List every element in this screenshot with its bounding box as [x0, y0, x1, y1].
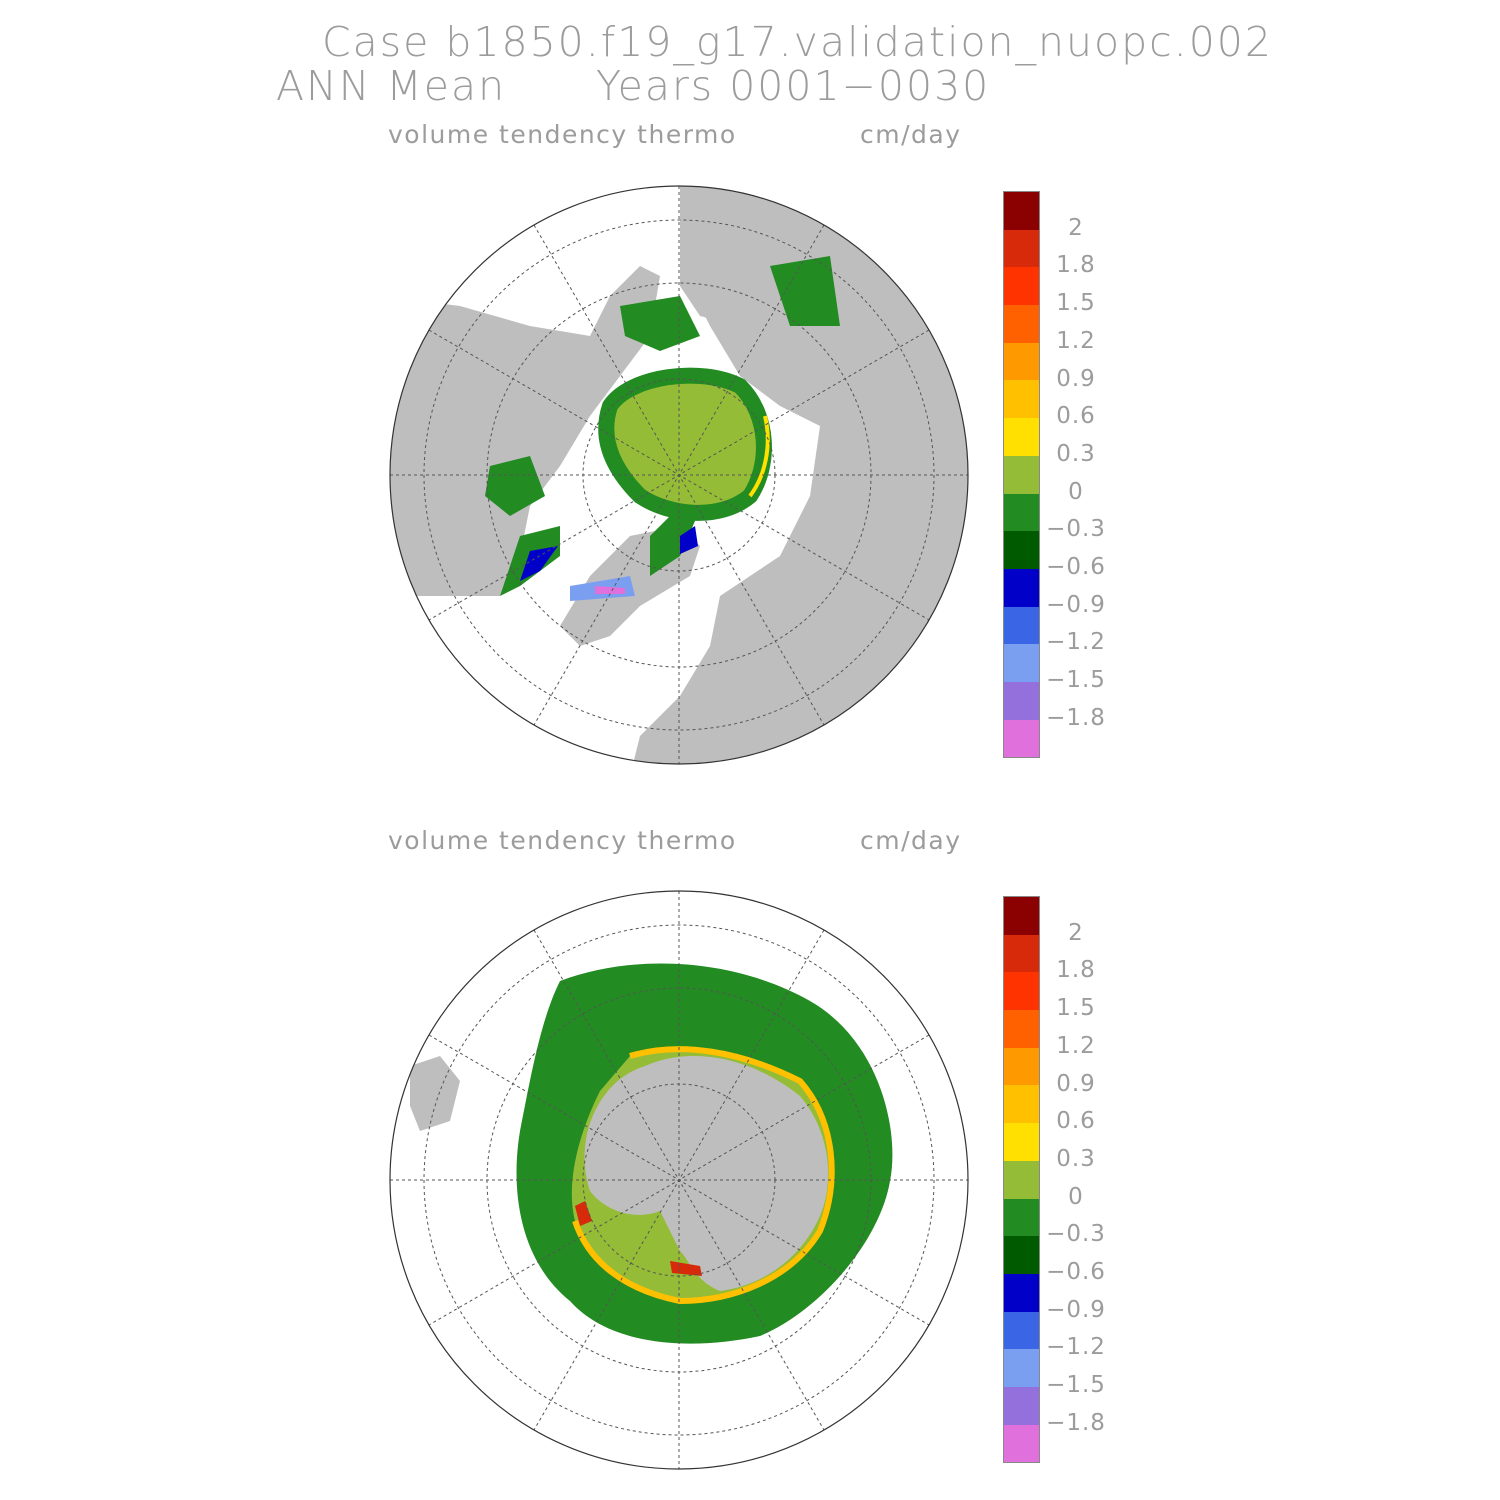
bering-ice: [620, 296, 700, 351]
colorbar-tick-label: 2: [1068, 919, 1084, 946]
colorbar-tick-label: 0: [1068, 478, 1084, 505]
colorbar-tick-label: −1.8: [1046, 704, 1106, 731]
colorbar-tick-label: 0.3: [1056, 440, 1096, 467]
ice-edge-yellow: [748, 415, 770, 498]
colorbar-swatch: [1004, 606, 1039, 645]
antarctica-land: [584, 1056, 829, 1291]
colorbar-swatch: [1004, 531, 1039, 569]
colorbar-tick-label: −1.2: [1046, 629, 1106, 656]
antarctic-variable-label: volume tendency thermo: [388, 826, 737, 855]
greenland-sea-ice: [650, 506, 695, 576]
colorbar-tick-label: 1.5: [1056, 290, 1096, 317]
colorbar-swatch: [1004, 455, 1039, 494]
colorbar-tick-label: 1.2: [1056, 1032, 1096, 1059]
arctic-units-label: cm/day: [860, 120, 962, 149]
colorbar-tick-label: 0: [1068, 1183, 1084, 1210]
colorbar-swatch: [1004, 342, 1039, 381]
colorbar-swatch: [1004, 1236, 1039, 1274]
colorbar-swatch: [1004, 681, 1039, 720]
colorbar-swatch: [1004, 418, 1039, 456]
colorbar-tick-label: 1.8: [1056, 252, 1096, 279]
ice-edge-ring: [572, 1046, 835, 1305]
colorbar-tick-label: −1.5: [1046, 667, 1106, 694]
colorbar-swatch: [1004, 1273, 1039, 1312]
colorbar-swatch: [1004, 1010, 1039, 1048]
barents-blue: [680, 526, 698, 554]
colorbar-swatch: [1004, 1047, 1039, 1086]
meridians: [390, 891, 968, 1469]
south-america-tip: [410, 1056, 460, 1131]
arctic-polar-map: [389, 185, 969, 765]
colorbar-swatch: [1004, 1085, 1039, 1124]
colorbar-tick-label: −0.9: [1046, 591, 1106, 618]
case-title: Case b1850.f19_g17.validation_nuopc.002: [322, 18, 1273, 66]
arctic-colorbar: [1003, 191, 1040, 759]
period-title: ANN Mean: [276, 62, 507, 110]
colorbar-swatch: [1004, 1198, 1039, 1237]
colorbar-swatch: [1004, 719, 1039, 758]
colorbar-swatch: [1004, 1386, 1039, 1425]
colorbar-tick-label: 2: [1068, 214, 1084, 241]
weddell-red: [670, 1261, 702, 1276]
colorbar-tick-label: −1.8: [1046, 1409, 1106, 1436]
colorbar-tick-label: 1.8: [1056, 957, 1096, 984]
colorbar-swatch: [1004, 1123, 1039, 1161]
colorbar-tick-label: −0.6: [1046, 1259, 1106, 1285]
east-greenland-pink: [595, 586, 625, 594]
arctic-variable-label: volume tendency thermo: [388, 120, 737, 149]
colorbar-tick-label: 1.2: [1056, 327, 1096, 354]
antarctic-polar-map: [389, 890, 969, 1470]
years-title: Years 0001−0030: [596, 62, 991, 110]
colorbar-swatch: [1004, 934, 1039, 973]
colorbar-tick-label: 0.6: [1056, 1108, 1096, 1135]
colorbar-swatch: [1004, 1349, 1039, 1387]
colorbar-swatch: [1004, 267, 1039, 306]
colorbar-swatch: [1004, 897, 1039, 935]
labrador-blue: [520, 546, 558, 581]
colorbar-swatch: [1004, 972, 1039, 1011]
colorbar-tick-label: −0.6: [1046, 554, 1106, 580]
colorbar-swatch: [1004, 493, 1039, 532]
colorbar-tick-label: −1.5: [1046, 1372, 1106, 1399]
hudson-ice: [485, 456, 545, 516]
colorbar-swatch: [1004, 1424, 1039, 1463]
colorbar-swatch: [1004, 644, 1039, 682]
colorbar-tick-label: 0.9: [1056, 365, 1096, 392]
colorbar-tick-label: 1.5: [1056, 995, 1096, 1022]
colorbar-swatch: [1004, 568, 1039, 607]
arctic-ocean-ice: [606, 375, 764, 513]
colorbar-tick-label: 0.3: [1056, 1145, 1096, 1172]
colorbar-swatch: [1004, 305, 1039, 343]
north-america-land: [390, 266, 660, 596]
colorbar-swatch: [1004, 229, 1039, 268]
colorbar-swatch: [1004, 192, 1039, 230]
colorbar-tick-label: 0.6: [1056, 403, 1096, 430]
colorbar-swatch: [1004, 380, 1039, 419]
colorbar-tick-label: 0.9: [1056, 1070, 1096, 1097]
colorbar-swatch: [1004, 1160, 1039, 1199]
colorbar-tick-label: −0.9: [1046, 1296, 1106, 1323]
meridians: [390, 186, 968, 764]
antarctic-colorbar: [1003, 896, 1040, 1464]
ross-ice-red: [575, 1201, 592, 1226]
okhotsk-ice: [770, 256, 840, 326]
colorbar-tick-label: −1.2: [1046, 1334, 1106, 1361]
colorbar-tick-label: −0.3: [1046, 516, 1106, 543]
colorbar-tick-label: −0.3: [1046, 1221, 1106, 1248]
antarctic-units-label: cm/day: [860, 826, 962, 855]
colorbar-swatch: [1004, 1311, 1039, 1350]
